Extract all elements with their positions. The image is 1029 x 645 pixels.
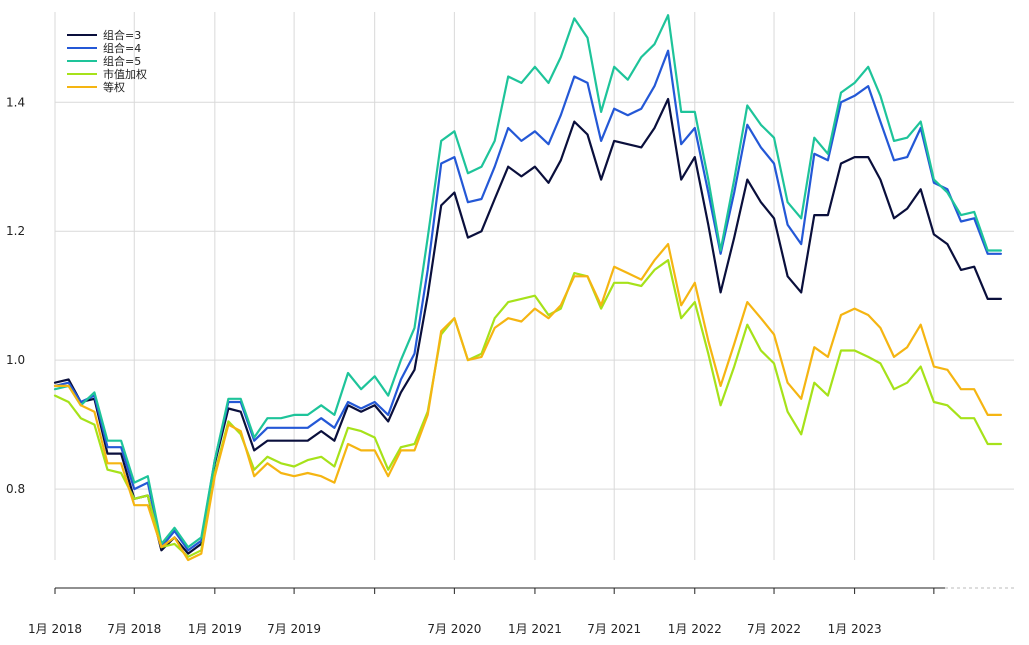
y-tick-label: 1.0: [6, 353, 25, 367]
legend-label: 组合=4: [103, 41, 141, 55]
x-tick-label: 1月 2018: [28, 622, 82, 636]
legend-label: 组合=3: [103, 28, 141, 42]
series-line-3: [53, 14, 1003, 549]
legend-label: 等权: [103, 80, 125, 94]
y-tick-label: 1.2: [6, 224, 25, 238]
x-tick-label: 7月 2020: [427, 622, 481, 636]
y-tick-label: 1.4: [6, 95, 25, 109]
legend-label: 市值加权: [103, 67, 147, 81]
series-line-5: [53, 243, 1003, 562]
x-tick-label: 7月 2022: [747, 622, 801, 636]
x-tick-label: 1月 2019: [188, 622, 242, 636]
x-tick-label: 7月 2019: [267, 622, 321, 636]
y-tick-label: 0.8: [6, 482, 25, 496]
series-line-4: [53, 259, 1003, 558]
x-tick-label: 1月 2021: [508, 622, 562, 636]
series-line-2: [53, 49, 1003, 552]
axes: 0.8 1.0 1.2 1.4 1月 2018 7月 2018 1月 2019 7月 2019…: [6, 95, 1014, 636]
series-line-1: [53, 97, 1003, 555]
x-tick-label: 1月 2023: [828, 622, 882, 636]
x-tick-label: 7月 2021: [587, 622, 641, 636]
x-tick-label: 1月 2022: [668, 622, 722, 636]
series-lines: [53, 14, 1003, 562]
legend-label: 组合=5: [103, 54, 141, 68]
x-tick-label: 7月 2018: [107, 622, 161, 636]
